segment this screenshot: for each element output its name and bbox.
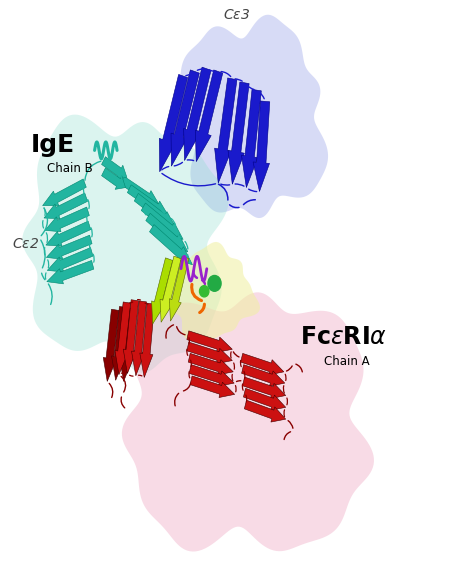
Polygon shape: [190, 376, 235, 398]
Polygon shape: [45, 207, 89, 232]
Text: Chain B: Chain B: [47, 162, 93, 175]
Polygon shape: [119, 308, 135, 381]
Polygon shape: [173, 15, 328, 218]
Polygon shape: [43, 179, 86, 205]
Polygon shape: [134, 193, 176, 228]
Polygon shape: [140, 303, 155, 377]
Polygon shape: [187, 342, 232, 364]
Polygon shape: [146, 213, 188, 252]
Polygon shape: [159, 75, 188, 172]
Polygon shape: [245, 400, 286, 422]
Polygon shape: [189, 365, 234, 386]
Polygon shape: [47, 248, 93, 272]
Polygon shape: [243, 377, 286, 399]
Polygon shape: [244, 389, 286, 410]
Polygon shape: [111, 307, 127, 380]
Text: C$\varepsilon$3: C$\varepsilon$3: [223, 7, 251, 22]
Polygon shape: [122, 292, 374, 551]
Polygon shape: [46, 235, 92, 259]
Polygon shape: [228, 82, 249, 184]
Text: IgE: IgE: [31, 133, 75, 157]
Polygon shape: [141, 203, 183, 240]
Text: Chain A: Chain A: [324, 354, 369, 368]
Polygon shape: [123, 300, 138, 373]
Polygon shape: [44, 193, 88, 218]
Polygon shape: [103, 310, 119, 381]
Polygon shape: [171, 70, 200, 166]
Polygon shape: [187, 331, 232, 352]
Polygon shape: [47, 261, 94, 284]
Polygon shape: [253, 101, 270, 192]
Polygon shape: [152, 258, 173, 324]
Polygon shape: [101, 168, 126, 189]
Polygon shape: [215, 78, 237, 183]
Polygon shape: [46, 221, 91, 246]
Polygon shape: [241, 89, 261, 188]
Polygon shape: [131, 301, 146, 376]
Polygon shape: [160, 242, 260, 340]
Polygon shape: [128, 185, 169, 217]
Text: C$\varepsilon$2: C$\varepsilon$2: [12, 237, 39, 251]
Text: Fc$\varepsilon$RI$\alpha$: Fc$\varepsilon$RI$\alpha$: [300, 325, 387, 349]
Polygon shape: [149, 225, 192, 265]
Polygon shape: [242, 365, 285, 386]
Polygon shape: [22, 114, 228, 373]
Polygon shape: [101, 156, 127, 179]
Polygon shape: [195, 70, 223, 162]
Circle shape: [208, 275, 221, 291]
Polygon shape: [115, 302, 131, 374]
Polygon shape: [120, 176, 160, 205]
Polygon shape: [183, 67, 211, 160]
Circle shape: [200, 286, 209, 297]
Polygon shape: [188, 353, 233, 375]
Polygon shape: [169, 256, 189, 321]
Polygon shape: [160, 256, 181, 322]
Polygon shape: [241, 353, 284, 375]
